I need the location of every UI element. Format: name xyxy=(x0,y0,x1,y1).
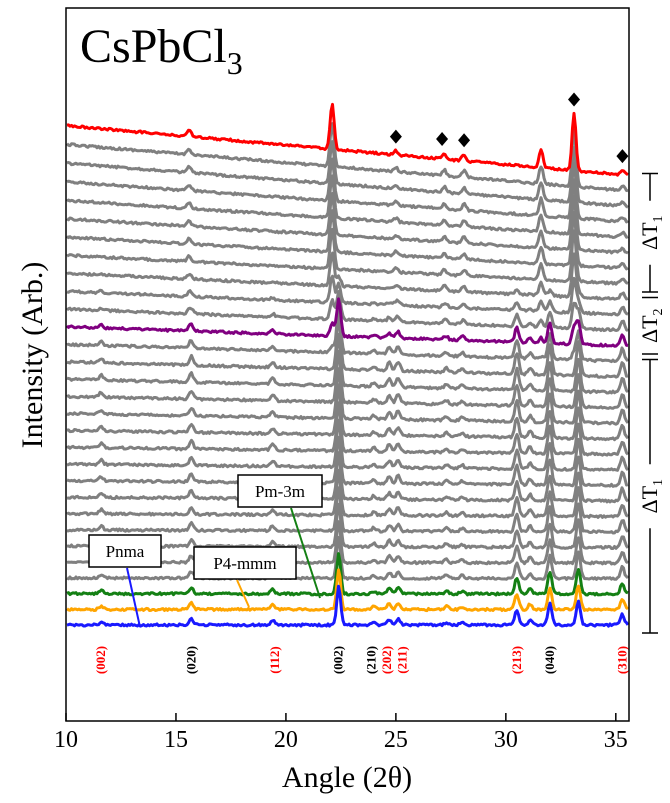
xrd-trace-18 xyxy=(65,297,629,348)
y-axis-label: Intensity (Arb.) xyxy=(16,262,49,449)
hkl-label-8: (040) xyxy=(542,646,557,674)
xrd-trace-12 xyxy=(66,383,630,442)
peak-markers xyxy=(389,92,629,164)
svg-text:ΔT2: ΔT2 xyxy=(637,308,666,343)
xrd-trace-16 xyxy=(66,315,629,379)
xrd-trace-19 xyxy=(66,290,629,333)
hkl-label-6: (211) xyxy=(394,646,409,673)
x-tick-label-4: 30 xyxy=(494,727,518,753)
hkl-label-5: (202) xyxy=(379,646,394,674)
x-tick-label-2: 20 xyxy=(274,727,298,753)
xrd-trace-28 xyxy=(65,122,629,193)
temperature-range-2: ΔT1 xyxy=(637,172,666,293)
xrd-trace-3 xyxy=(66,535,630,581)
temperature-range-0: ΔT1 xyxy=(637,358,666,634)
temperature-range-1: ΔT2 xyxy=(637,296,666,355)
pnma-label: Pnma xyxy=(88,534,162,628)
diamond-marker-4 xyxy=(616,149,629,164)
hkl-label-3: (002) xyxy=(331,646,346,674)
svg-text:P4-mmm: P4-mmm xyxy=(213,554,276,573)
diamond-marker-1 xyxy=(436,131,449,146)
xrd-trace-1 xyxy=(66,568,629,613)
x-tick-label-1: 15 xyxy=(164,727,188,753)
hkl-label-1: (020) xyxy=(183,646,198,674)
xrd-trace-7 xyxy=(66,468,629,519)
chart-title: CsPbCl3 xyxy=(80,20,243,81)
svg-text:Pnma: Pnma xyxy=(106,542,145,561)
xrd-trace-25 xyxy=(66,174,629,239)
diamond-marker-2 xyxy=(458,133,471,148)
xrd-trace-9 xyxy=(66,435,629,488)
hkl-label-0: (002) xyxy=(93,646,108,674)
pm3m-label: Pm-3m xyxy=(237,474,323,599)
hkl-labels: (002) (020) (112) (002) (210) (202) (211) (213)… xyxy=(93,646,629,674)
x-axis-ticks: 10 15 20 25 30 35 xyxy=(54,713,628,753)
xrd-trace-21 xyxy=(66,251,629,301)
svg-text:Pm-3m: Pm-3m xyxy=(255,482,305,501)
diamond-marker-0 xyxy=(389,129,402,144)
xrd-trace-2 xyxy=(66,552,629,597)
svg-text:ΔT1: ΔT1 xyxy=(637,215,666,250)
xrd-trace-27 xyxy=(66,140,629,209)
hkl-label-7: (213) xyxy=(509,646,524,674)
xrd-trace-13 xyxy=(66,367,630,426)
xrd-trace-14 xyxy=(66,349,629,410)
hkl-label-2: (112) xyxy=(267,646,282,673)
plot-frame xyxy=(65,7,630,722)
xrd-trace-23 xyxy=(65,209,629,271)
x-tick-label-0: 10 xyxy=(54,727,78,753)
diamond-marker-3 xyxy=(568,92,581,107)
xrd-traces xyxy=(65,102,630,628)
xrd-trace-8 xyxy=(66,451,630,504)
xrd-trace-6 xyxy=(67,486,630,535)
xrd-trace-29 xyxy=(66,102,629,177)
xrd-trace-22 xyxy=(66,227,629,286)
xrd-trace-20 xyxy=(66,274,629,317)
xrd-trace-11 xyxy=(66,401,630,457)
x-tick-label-3: 25 xyxy=(384,727,408,753)
xrd-trace-26 xyxy=(66,157,629,224)
xrd-trace-10 xyxy=(66,418,630,472)
x-axis-label: Angle (2θ) xyxy=(282,761,412,794)
temperature-range-annotations: ΔT1 ΔT2 ΔT1 xyxy=(637,172,666,634)
x-tick-label-5: 35 xyxy=(604,727,628,753)
hkl-label-4: (210) xyxy=(364,646,379,674)
xrd-trace-0 xyxy=(66,584,630,628)
xrd-trace-24 xyxy=(66,192,629,255)
xrd-trace-15 xyxy=(66,332,630,395)
svg-text:ΔT1: ΔT1 xyxy=(637,479,666,514)
chart-title-subscript: 3 xyxy=(227,45,243,81)
p4mmm-label: P4-mmm xyxy=(193,546,297,608)
xrd-trace-17 xyxy=(66,305,630,364)
hkl-label-9: (310) xyxy=(614,646,629,674)
